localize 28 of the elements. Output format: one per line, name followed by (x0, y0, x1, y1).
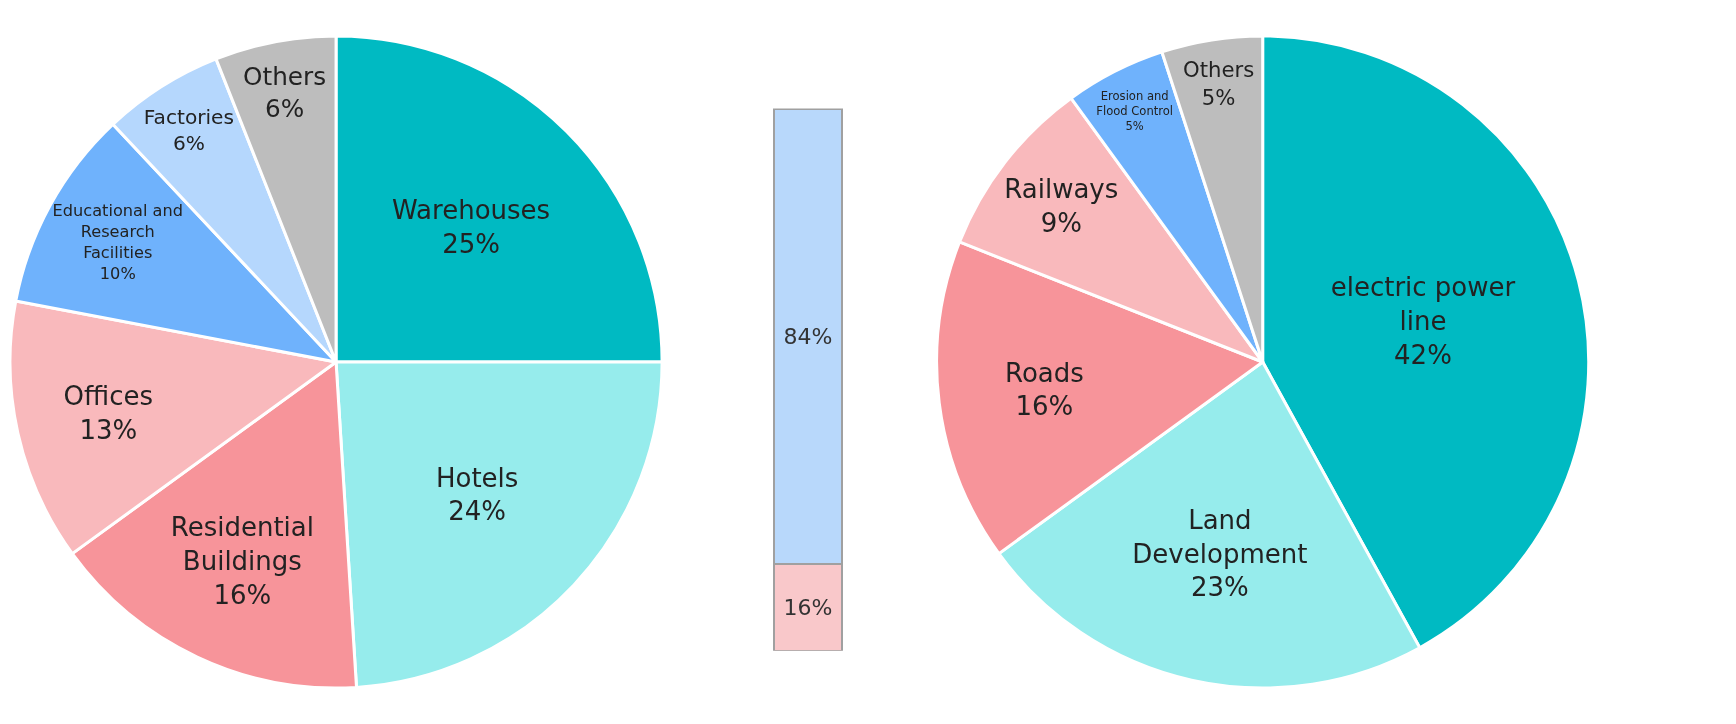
slice-label: electric power line (1330, 272, 1516, 336)
slice-label: Educational and Research Facilities (52, 201, 183, 263)
data-label: 6% (264, 93, 305, 123)
slice-label: Warehouses (392, 195, 551, 226)
slice-label: Roads (1004, 357, 1084, 388)
data-label: 25% (442, 228, 500, 259)
data-label: 16% (213, 579, 272, 610)
data-label: 5% (1125, 118, 1144, 133)
data-label: 16% (783, 594, 833, 620)
data-label: 23% (1190, 572, 1249, 603)
data-label: 24% (448, 496, 507, 527)
slice-label: Others (1182, 57, 1255, 83)
slice-label: Erosion and Flood Control (1096, 88, 1174, 118)
data-label: 6% (172, 131, 205, 156)
slice-label: Railways (1004, 173, 1119, 204)
slice-label: Hotels (435, 462, 519, 493)
data-label: 10% (99, 264, 136, 284)
slice-label: Residential Buildings (170, 512, 314, 577)
data-label: 5% (1201, 84, 1236, 110)
data-label: 9% (1040, 207, 1082, 238)
slice-label: Offices (63, 381, 154, 412)
data-label: 42% (1394, 339, 1452, 370)
data-label: 13% (79, 414, 138, 445)
slice-label: Factories (143, 105, 235, 130)
data-label: 16% (1015, 391, 1074, 422)
slice-label: Land Development (1132, 504, 1308, 569)
slice-label: Others (243, 61, 327, 91)
data-label: 84% (783, 323, 833, 349)
